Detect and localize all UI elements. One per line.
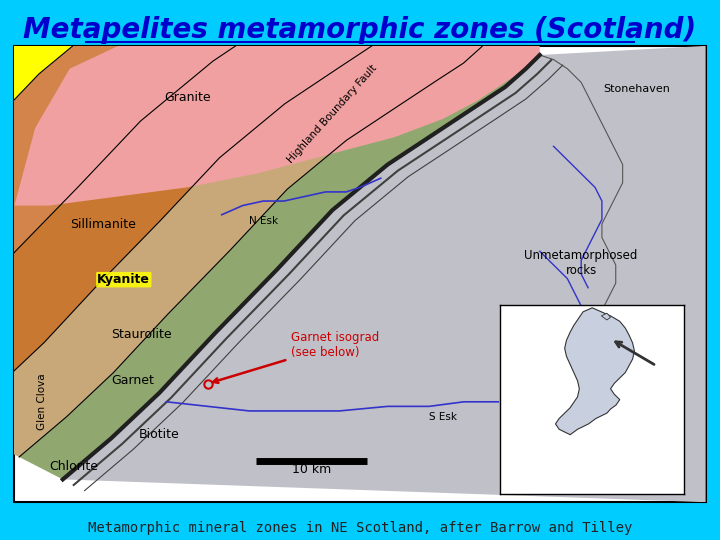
Polygon shape xyxy=(19,35,540,480)
Text: 10 km: 10 km xyxy=(292,463,331,476)
Polygon shape xyxy=(14,46,540,206)
Text: Biotite: Biotite xyxy=(139,428,179,441)
Polygon shape xyxy=(0,0,425,423)
Text: Metamorphic mineral zones in NE Scotland, after Barrow and Tilley: Metamorphic mineral zones in NE Scotland… xyxy=(88,521,632,535)
FancyBboxPatch shape xyxy=(14,46,706,502)
Polygon shape xyxy=(601,313,611,320)
Text: Garnet isograd
(see below): Garnet isograd (see below) xyxy=(213,331,379,383)
Text: N Esk: N Esk xyxy=(249,216,279,226)
Text: Garnet: Garnet xyxy=(111,374,154,387)
Text: Staurolite: Staurolite xyxy=(111,328,172,341)
Text: Chlorite: Chlorite xyxy=(49,460,98,473)
Text: Glen Clova: Glen Clova xyxy=(37,374,47,430)
Polygon shape xyxy=(0,0,240,334)
Polygon shape xyxy=(63,46,706,502)
Polygon shape xyxy=(0,4,494,457)
Text: Sillimanite: Sillimanite xyxy=(70,218,135,232)
Text: Granite: Granite xyxy=(164,91,210,104)
Polygon shape xyxy=(556,308,634,435)
Text: Metapelites metamorphic zones (Scotland): Metapelites metamorphic zones (Scotland) xyxy=(24,16,696,44)
Text: Unmetamorphosed
rocks: Unmetamorphosed rocks xyxy=(524,249,638,277)
Polygon shape xyxy=(0,0,172,300)
Polygon shape xyxy=(0,0,344,384)
Text: Stonehaven: Stonehaven xyxy=(603,84,670,93)
Text: Kyanite: Kyanite xyxy=(97,273,150,286)
Text: Highland Boundary Fault: Highland Boundary Fault xyxy=(286,63,379,165)
Text: S Esk: S Esk xyxy=(429,412,457,422)
